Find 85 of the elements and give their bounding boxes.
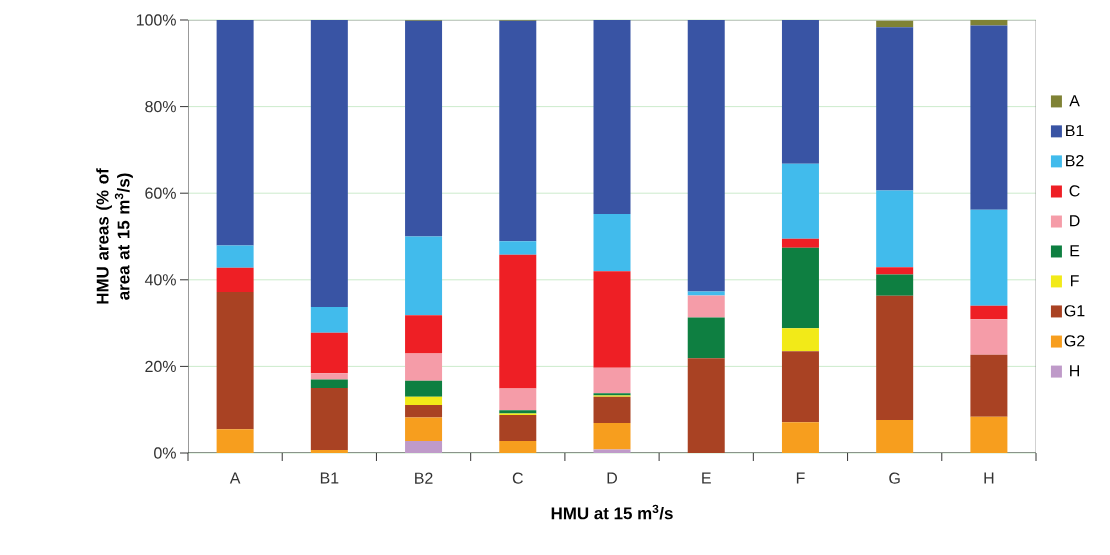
bar	[499, 241, 537, 255]
bar	[310, 332, 348, 374]
bar	[687, 358, 725, 453]
bar	[781, 247, 819, 329]
x-tick-label: E	[702, 472, 711, 484]
bar	[876, 295, 914, 421]
bar	[876, 267, 914, 275]
bar	[593, 213, 631, 272]
bar	[876, 190, 914, 268]
bar	[593, 19, 631, 214]
bar	[687, 317, 725, 359]
y-tick-label: 40%	[144, 274, 176, 286]
bar	[499, 254, 537, 389]
bar	[405, 440, 443, 453]
y-tick-label: 60%	[145, 187, 176, 199]
x-tick-label: F	[796, 472, 805, 484]
bar	[781, 328, 819, 352]
legend-label: D	[1070, 215, 1080, 227]
bar	[405, 380, 443, 397]
bar	[310, 449, 348, 453]
x-tick-label: A	[229, 472, 241, 484]
bar	[216, 291, 254, 430]
bar	[876, 27, 914, 191]
x-tick-label: H	[984, 472, 994, 484]
bar	[687, 291, 725, 296]
bar	[405, 315, 443, 354]
x-tick-label: D	[607, 472, 617, 484]
bar	[970, 416, 1008, 453]
bar	[216, 429, 254, 453]
bar	[593, 396, 631, 424]
legend-label: B1	[1066, 125, 1084, 137]
bar	[310, 388, 348, 450]
bar	[781, 238, 819, 248]
bar	[781, 19, 819, 164]
bar	[970, 354, 1008, 417]
legend-label: G1	[1064, 305, 1085, 317]
bar	[970, 25, 1008, 210]
bar	[405, 353, 443, 381]
bar	[405, 396, 443, 405]
x-axis-title: HMU at 15 m$^{3}$/s	[551, 504, 673, 520]
x-tick-label: G	[889, 472, 900, 484]
bar	[405, 417, 443, 441]
bar	[405, 404, 443, 418]
bar	[781, 351, 819, 423]
bar	[593, 367, 631, 394]
bar	[593, 271, 631, 368]
legend-label: E	[1070, 245, 1080, 257]
y-tick-label: 100%	[136, 14, 176, 26]
legend-label: F	[1071, 275, 1079, 287]
bar	[687, 295, 725, 318]
y-tick-label: 80%	[145, 100, 176, 113]
x-tick-label: B2	[415, 472, 433, 484]
legend-label: G2	[1064, 335, 1085, 347]
legend-label: C	[1069, 185, 1080, 197]
bar	[310, 19, 348, 308]
bar	[499, 440, 537, 453]
legend-label: B2	[1066, 155, 1084, 167]
bar	[876, 420, 914, 453]
bar	[687, 19, 725, 292]
bar	[499, 20, 537, 242]
bar	[499, 388, 537, 411]
bar	[216, 267, 254, 292]
bar	[310, 307, 348, 333]
y-tick-label: 0%	[154, 447, 176, 459]
y-tick-label: 20%	[145, 360, 176, 373]
bar	[970, 305, 1008, 320]
bar	[593, 423, 631, 450]
bar	[876, 20, 914, 28]
bar	[970, 319, 1008, 355]
bar	[970, 19, 1008, 26]
bar	[310, 373, 348, 380]
bar	[310, 379, 348, 389]
bar	[405, 20, 443, 237]
bar	[781, 422, 819, 453]
x-tick-label: B1	[320, 472, 339, 484]
bar	[781, 163, 819, 239]
legend-label: H	[1070, 365, 1079, 377]
bar	[499, 414, 537, 441]
bar	[970, 209, 1008, 306]
x-tick-label: C	[512, 472, 523, 484]
bar	[216, 19, 254, 246]
bar	[405, 236, 443, 316]
bar	[876, 274, 914, 296]
legend-label: A	[1069, 95, 1080, 107]
bar	[216, 245, 254, 268]
